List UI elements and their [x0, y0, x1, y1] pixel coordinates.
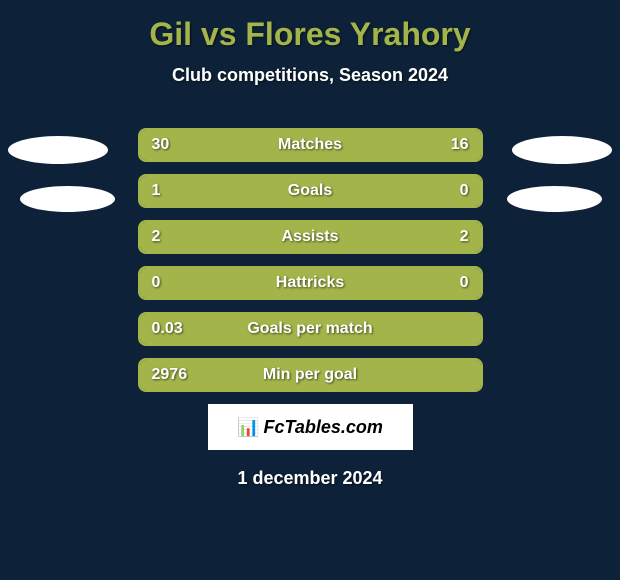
stat-value-left: 30: [152, 136, 170, 154]
bar-left: [140, 176, 399, 206]
stat-rows: 30 Matches 16 1 Goals 0 2 Assists 2: [138, 128, 483, 392]
stat-label: Hattricks: [276, 274, 344, 292]
stats-area: 30 Matches 16 1 Goals 0 2 Assists 2: [0, 128, 620, 489]
stat-row-goals: 1 Goals 0: [138, 174, 483, 208]
stat-value-right: 2: [460, 228, 469, 246]
footer-date: 1 december 2024: [0, 468, 620, 489]
stat-row-goals-per-match: 0.03 Goals per match: [138, 312, 483, 346]
stat-row-assists: 2 Assists 2: [138, 220, 483, 254]
stat-label: Goals: [288, 182, 332, 200]
stat-value-left: 0.03: [152, 320, 183, 338]
chart-icon: 📊: [237, 417, 259, 438]
stat-row-matches: 30 Matches 16: [138, 128, 483, 162]
stat-row-min-per-goal: 2976 Min per goal: [138, 358, 483, 392]
stat-value-right: 0: [460, 274, 469, 292]
logo-label: FcTables.com: [264, 417, 383, 438]
stat-label: Assists: [282, 228, 339, 246]
stat-value-left: 0: [152, 274, 161, 292]
decoration-ellipse-right-2: [507, 186, 602, 212]
decoration-ellipse-right-1: [512, 136, 612, 164]
page-subtitle: Club competitions, Season 2024: [0, 65, 620, 86]
logo-box[interactable]: 📊 FcTables.com: [208, 404, 413, 450]
decoration-ellipse-left-2: [20, 186, 115, 212]
stat-value-right: 0: [460, 182, 469, 200]
stat-row-hattricks: 0 Hattricks 0: [138, 266, 483, 300]
stat-value-left: 2: [152, 228, 161, 246]
stat-label: Matches: [278, 136, 342, 154]
page-title: Gil vs Flores Yrahory: [0, 16, 620, 53]
stat-value-right: 16: [451, 136, 469, 154]
stat-label: Goals per match: [247, 320, 372, 338]
stat-value-left: 1: [152, 182, 161, 200]
logo-text: 📊 FcTables.com: [237, 417, 383, 438]
main-container: Gil vs Flores Yrahory Club competitions,…: [0, 0, 620, 499]
stat-label: Min per goal: [263, 366, 357, 384]
stat-value-left: 2976: [152, 366, 188, 384]
decoration-ellipse-left-1: [8, 136, 108, 164]
